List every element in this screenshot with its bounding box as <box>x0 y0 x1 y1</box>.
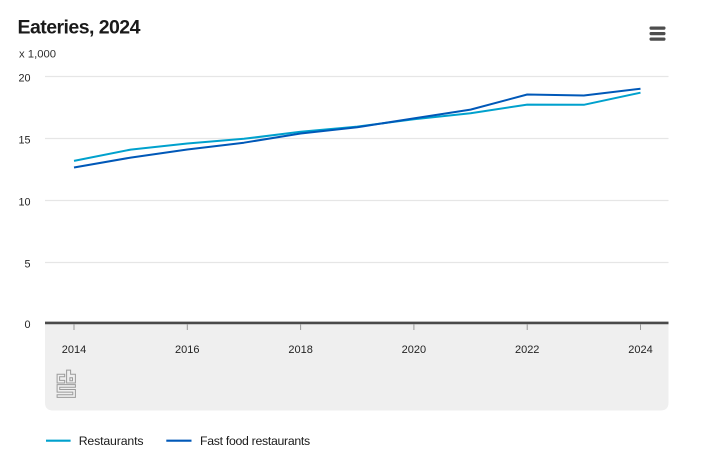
svg-text:2022: 2022 <box>515 344 539 356</box>
svg-text:2014: 2014 <box>62 344 86 356</box>
svg-text:2020: 2020 <box>402 344 426 356</box>
svg-text:Eateries, 2024: Eateries, 2024 <box>18 16 141 38</box>
svg-text:x 1,000: x 1,000 <box>19 48 56 60</box>
svg-text:10: 10 <box>18 197 30 209</box>
svg-text:Restaurants: Restaurants <box>79 434 144 448</box>
svg-text:2024: 2024 <box>628 344 652 356</box>
svg-text:Fast food restaurants: Fast food restaurants <box>200 434 310 448</box>
svg-text:2018: 2018 <box>288 344 312 356</box>
svg-text:20: 20 <box>18 73 30 85</box>
svg-text:0: 0 <box>24 319 30 331</box>
svg-text:2016: 2016 <box>175 344 199 356</box>
svg-text:5: 5 <box>24 259 30 271</box>
svg-text:15: 15 <box>18 135 30 147</box>
